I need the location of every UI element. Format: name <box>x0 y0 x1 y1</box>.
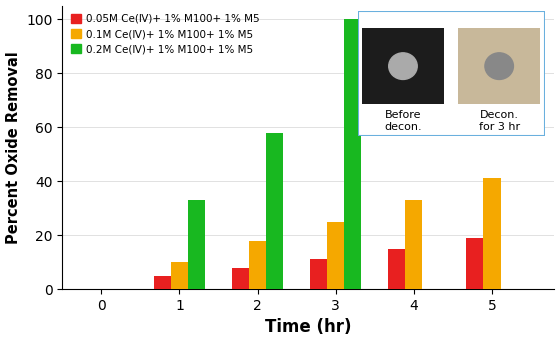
Bar <box>153 276 171 289</box>
Bar <box>344 19 361 289</box>
Y-axis label: Percent Oxide Removal: Percent Oxide Removal <box>6 51 21 244</box>
Bar <box>483 179 501 289</box>
Bar <box>388 249 405 289</box>
Bar <box>171 262 188 289</box>
Bar <box>232 267 249 289</box>
Bar <box>466 238 483 289</box>
Bar <box>405 200 422 289</box>
Bar <box>249 240 266 289</box>
X-axis label: Time (hr): Time (hr) <box>265 318 352 337</box>
Bar <box>327 222 344 289</box>
Legend: 0.05M Ce(Ⅳ)+ 1% M100+ 1% M5, 0.1M Ce(Ⅳ)+ 1% M100+ 1% M5, 0.2M Ce(Ⅳ)+ 1% M100+ 1%: 0.05M Ce(Ⅳ)+ 1% M100+ 1% M5, 0.1M Ce(Ⅳ)+… <box>67 11 263 57</box>
Bar <box>310 260 327 289</box>
Bar <box>188 200 205 289</box>
Bar <box>266 132 283 289</box>
